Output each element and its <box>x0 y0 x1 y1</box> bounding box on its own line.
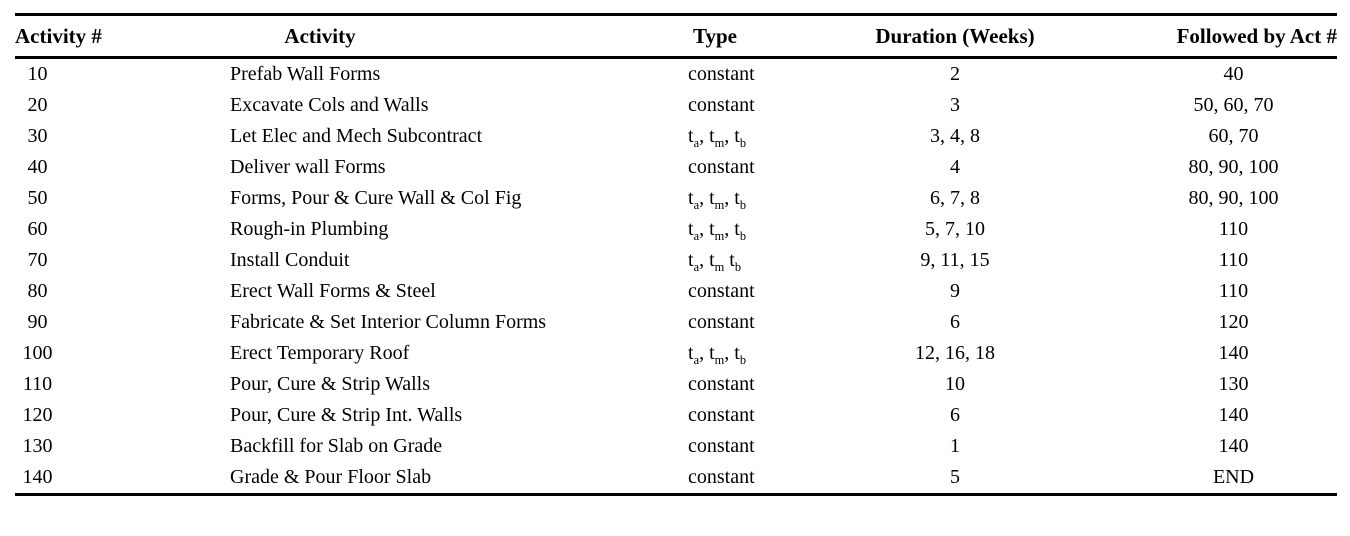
cell-activity-name: Rough-in Plumbing <box>230 218 389 240</box>
table-body: 10 Prefab Wall Forms constant 2 40 20 Excavate… <box>15 58 1337 495</box>
cell-duration: 9, 11, 15 <box>920 249 990 271</box>
cell-duration: 1 <box>950 435 960 457</box>
cell-followed-by: 110 <box>1218 280 1249 302</box>
cell-type: constant <box>688 466 755 488</box>
cell-type: constant <box>688 435 755 457</box>
cell-type: constant <box>688 404 755 426</box>
cell-followed-by: 120 <box>1218 311 1249 333</box>
table-row: 70 Install Conduit ta, tm tb 9, 11, 15 110 <box>15 245 1337 276</box>
cell-activity-number: 90 <box>27 311 48 333</box>
cell-followed-by: 140 <box>1218 404 1249 426</box>
cell-type: ta, tm tb <box>688 249 742 274</box>
cell-followed-by: 50, 60, 70 <box>1193 94 1274 116</box>
cell-type: ta, tm, tb <box>688 218 747 243</box>
cell-followed-by: 80, 90, 100 <box>1188 156 1279 178</box>
cell-followed-by: 60, 70 <box>1208 125 1259 147</box>
table-row: 110 Pour, Cure & Strip Walls constant 10 130 <box>15 369 1337 400</box>
cell-followed-by: 110 <box>1218 249 1249 271</box>
cell-duration: 5 <box>950 466 960 488</box>
table-row: 130 Backfill for Slab on Grade constant 1 14… <box>15 431 1337 462</box>
cell-type: constant <box>688 373 755 395</box>
table-row: 30 Let Elec and Mech Subcontract ta, tm, t… <box>15 121 1337 152</box>
table-row: 140 Grade & Pour Floor Slab constant 5 END <box>15 462 1337 495</box>
cell-duration: 12, 16, 18 <box>915 342 995 364</box>
cell-activity-name: Erect Temporary Roof <box>230 342 410 364</box>
table-row: 40 Deliver wall Forms constant 4 80, 90, 100 <box>15 152 1337 183</box>
cell-activity-number: 110 <box>22 373 53 395</box>
cell-activity-name: Grade & Pour Floor Slab <box>230 466 432 488</box>
cell-followed-by: 110 <box>1218 218 1249 240</box>
table-header-row: Activity # Activity Type Duration (Weeks… <box>15 14 1337 59</box>
cell-duration: 4 <box>950 156 960 178</box>
cell-activity-name: Pour, Cure & Strip Int. Walls <box>230 404 463 426</box>
cell-followed-by: END <box>1212 466 1255 488</box>
cell-activity-name: Excavate Cols and Walls <box>230 94 429 116</box>
cell-activity-name: Deliver wall Forms <box>230 156 386 178</box>
cell-followed-by: 130 <box>1218 373 1249 395</box>
cell-activity-name: Forms, Pour & Cure Wall & Col Fig <box>230 187 522 209</box>
cell-type: constant <box>688 156 755 178</box>
cell-duration: 10 <box>945 373 965 395</box>
cell-type: constant <box>688 63 755 85</box>
cell-duration: 5, 7, 10 <box>925 218 985 240</box>
cell-activity-number: 100 <box>22 342 53 364</box>
cell-activity-number: 50 <box>27 187 48 209</box>
cell-activity-name: Prefab Wall Forms <box>230 63 381 85</box>
cell-activity-number: 20 <box>27 94 48 116</box>
table-row: 20 Excavate Cols and Walls constant 3 50, 60… <box>15 90 1337 121</box>
table-row: 90 Fabricate & Set Interior Column Forms c… <box>15 307 1337 338</box>
table-row: 10 Prefab Wall Forms constant 2 40 <box>15 58 1337 91</box>
column-header-duration: Duration (Weeks) <box>790 14 1070 59</box>
cell-activity-number: 70 <box>27 249 48 271</box>
cell-type: constant <box>688 311 755 333</box>
cell-duration: 6 <box>950 404 960 426</box>
cell-activity-number: 60 <box>27 218 48 240</box>
cell-duration: 9 <box>950 280 960 302</box>
cell-duration: 3 <box>950 94 960 116</box>
table-row: 60 Rough-in Plumbing ta, tm, tb 5, 7, 10 110 <box>15 214 1337 245</box>
cell-activity-number: 120 <box>22 404 53 426</box>
cell-followed-by: 140 <box>1218 342 1249 364</box>
cell-type: ta, tm, tb <box>688 187 747 212</box>
column-header-type: Type <box>610 14 790 59</box>
cell-activity-name: Fabricate & Set Interior Column Forms <box>230 311 547 333</box>
cell-duration: 6 <box>950 311 960 333</box>
cell-duration: 2 <box>950 63 960 85</box>
cell-activity-name: Erect Wall Forms & Steel <box>230 280 436 302</box>
cell-type: ta, tm, tb <box>688 125 747 150</box>
table-row: 100 Erect Temporary Roof ta, tm, tb 12, 16,… <box>15 338 1337 369</box>
cell-activity-number: 10 <box>27 63 48 85</box>
cell-activity-name: Pour, Cure & Strip Walls <box>230 373 430 395</box>
cell-followed-by: 140 <box>1218 435 1249 457</box>
cell-activity-number: 140 <box>22 466 53 488</box>
cell-activity-name: Install Conduit <box>230 249 350 271</box>
column-header-activity: Activity <box>130 14 610 59</box>
cell-followed-by: 80, 90, 100 <box>1188 187 1279 209</box>
table-row: 80 Erect Wall Forms & Steel constant 9 110 <box>15 276 1337 307</box>
cell-activity-number: 80 <box>27 280 48 302</box>
cell-activity-number: 30 <box>27 125 48 147</box>
cell-type: ta, tm, tb <box>688 342 747 367</box>
table-row: 50 Forms, Pour & Cure Wall & Col Fig ta, t… <box>15 183 1337 214</box>
cell-activity-name: Backfill for Slab on Grade <box>230 435 443 457</box>
cell-type: constant <box>688 280 755 302</box>
cell-activity-number: 130 <box>22 435 53 457</box>
cell-duration: 6, 7, 8 <box>930 187 980 209</box>
activity-schedule-table: Activity # Activity Type Duration (Weeks… <box>15 13 1337 496</box>
cell-activity-name: Let Elec and Mech Subcontract <box>230 125 483 147</box>
column-header-followed-by: Followed by Act # <box>1070 14 1337 59</box>
cell-followed-by: 40 <box>1223 63 1244 85</box>
cell-type: constant <box>688 94 755 116</box>
cell-activity-number: 40 <box>27 156 48 178</box>
table-row: 120 Pour, Cure & Strip Int. Walls constant… <box>15 400 1337 431</box>
column-header-activity-number: Activity # <box>15 14 130 59</box>
cell-duration: 3, 4, 8 <box>930 125 980 147</box>
